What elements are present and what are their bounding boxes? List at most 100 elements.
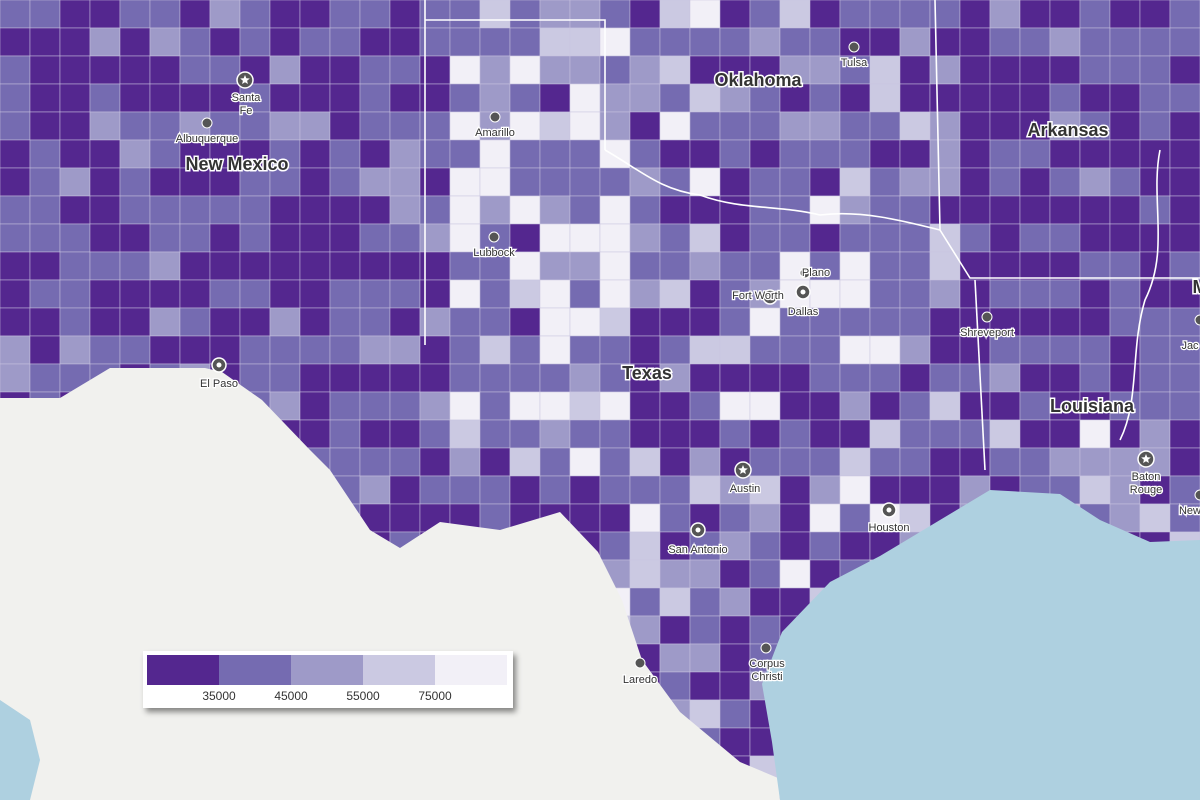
county: [389, 195, 421, 225]
county: [299, 335, 331, 365]
city-label: New: [1179, 505, 1200, 517]
county: [899, 111, 931, 141]
county: [569, 139, 601, 169]
county: [29, 111, 61, 141]
county: [1049, 195, 1081, 225]
county: [539, 167, 571, 197]
county: [899, 27, 931, 57]
county: [599, 167, 631, 197]
county: [719, 279, 751, 309]
county: [119, 55, 151, 85]
county: [29, 307, 61, 337]
county: [329, 55, 361, 85]
county: [659, 475, 691, 505]
county: [209, 55, 241, 85]
county: [599, 531, 631, 561]
county: [1079, 363, 1111, 393]
county: [809, 27, 841, 57]
county: [899, 0, 931, 29]
county: [1019, 223, 1051, 253]
county: [359, 195, 391, 225]
county: [389, 55, 421, 85]
state-label: M: [1193, 277, 1200, 297]
county: [1079, 139, 1111, 169]
county: [929, 55, 961, 85]
county: [1079, 111, 1111, 141]
county: [1019, 27, 1051, 57]
county: [869, 83, 901, 113]
county: [449, 83, 481, 113]
city-label: Albuquerque: [176, 133, 238, 145]
county: [689, 279, 721, 309]
county: [0, 279, 31, 309]
county: [479, 447, 511, 477]
county: [569, 307, 601, 337]
county: [59, 167, 91, 197]
county: [239, 139, 271, 169]
county: [269, 335, 301, 365]
county: [809, 307, 841, 337]
county: [89, 251, 121, 281]
county: [809, 195, 841, 225]
border: [974, 279, 986, 471]
county: [569, 251, 601, 281]
city-label: Christi: [751, 671, 782, 683]
county: [689, 111, 721, 141]
county: [959, 391, 991, 421]
county: [479, 167, 511, 197]
county: [119, 139, 151, 169]
county: [539, 363, 571, 393]
county: [29, 139, 61, 169]
county: [389, 139, 421, 169]
county: [659, 223, 691, 253]
county: [389, 363, 421, 393]
county: [449, 363, 481, 393]
county: [389, 223, 421, 253]
county: [329, 419, 361, 449]
county: [959, 167, 991, 197]
county: [479, 0, 511, 29]
county: [359, 111, 391, 141]
county: [209, 167, 241, 197]
county: [659, 55, 691, 85]
county: [269, 279, 301, 309]
county: [119, 307, 151, 337]
county: [539, 335, 571, 365]
county: [809, 55, 841, 85]
county: [149, 27, 181, 57]
county: [539, 419, 571, 449]
county: [959, 195, 991, 225]
legend-tick-label: 55000: [346, 689, 380, 703]
county: [899, 223, 931, 253]
county: [1139, 223, 1171, 253]
county: [629, 587, 661, 617]
county: [779, 307, 811, 337]
county: [149, 0, 181, 29]
county: [839, 363, 871, 393]
border: [1119, 149, 1161, 441]
county: [539, 279, 571, 309]
county: [209, 307, 241, 337]
county: [149, 279, 181, 309]
county: [569, 391, 601, 421]
county: [359, 391, 391, 421]
county: [389, 391, 421, 421]
county: [1019, 139, 1051, 169]
city-marker: [201, 117, 213, 129]
county: [29, 335, 61, 365]
county: [599, 279, 631, 309]
county: [59, 335, 91, 365]
county: [269, 307, 301, 337]
county: [209, 251, 241, 281]
county: [119, 27, 151, 57]
city-label: Santa: [232, 92, 262, 104]
county: [749, 83, 781, 113]
county: [869, 419, 901, 449]
county: [539, 307, 571, 337]
county: [359, 447, 391, 477]
county: [269, 83, 301, 113]
county: [1169, 391, 1200, 421]
county: [119, 279, 151, 309]
county: [1109, 111, 1141, 141]
